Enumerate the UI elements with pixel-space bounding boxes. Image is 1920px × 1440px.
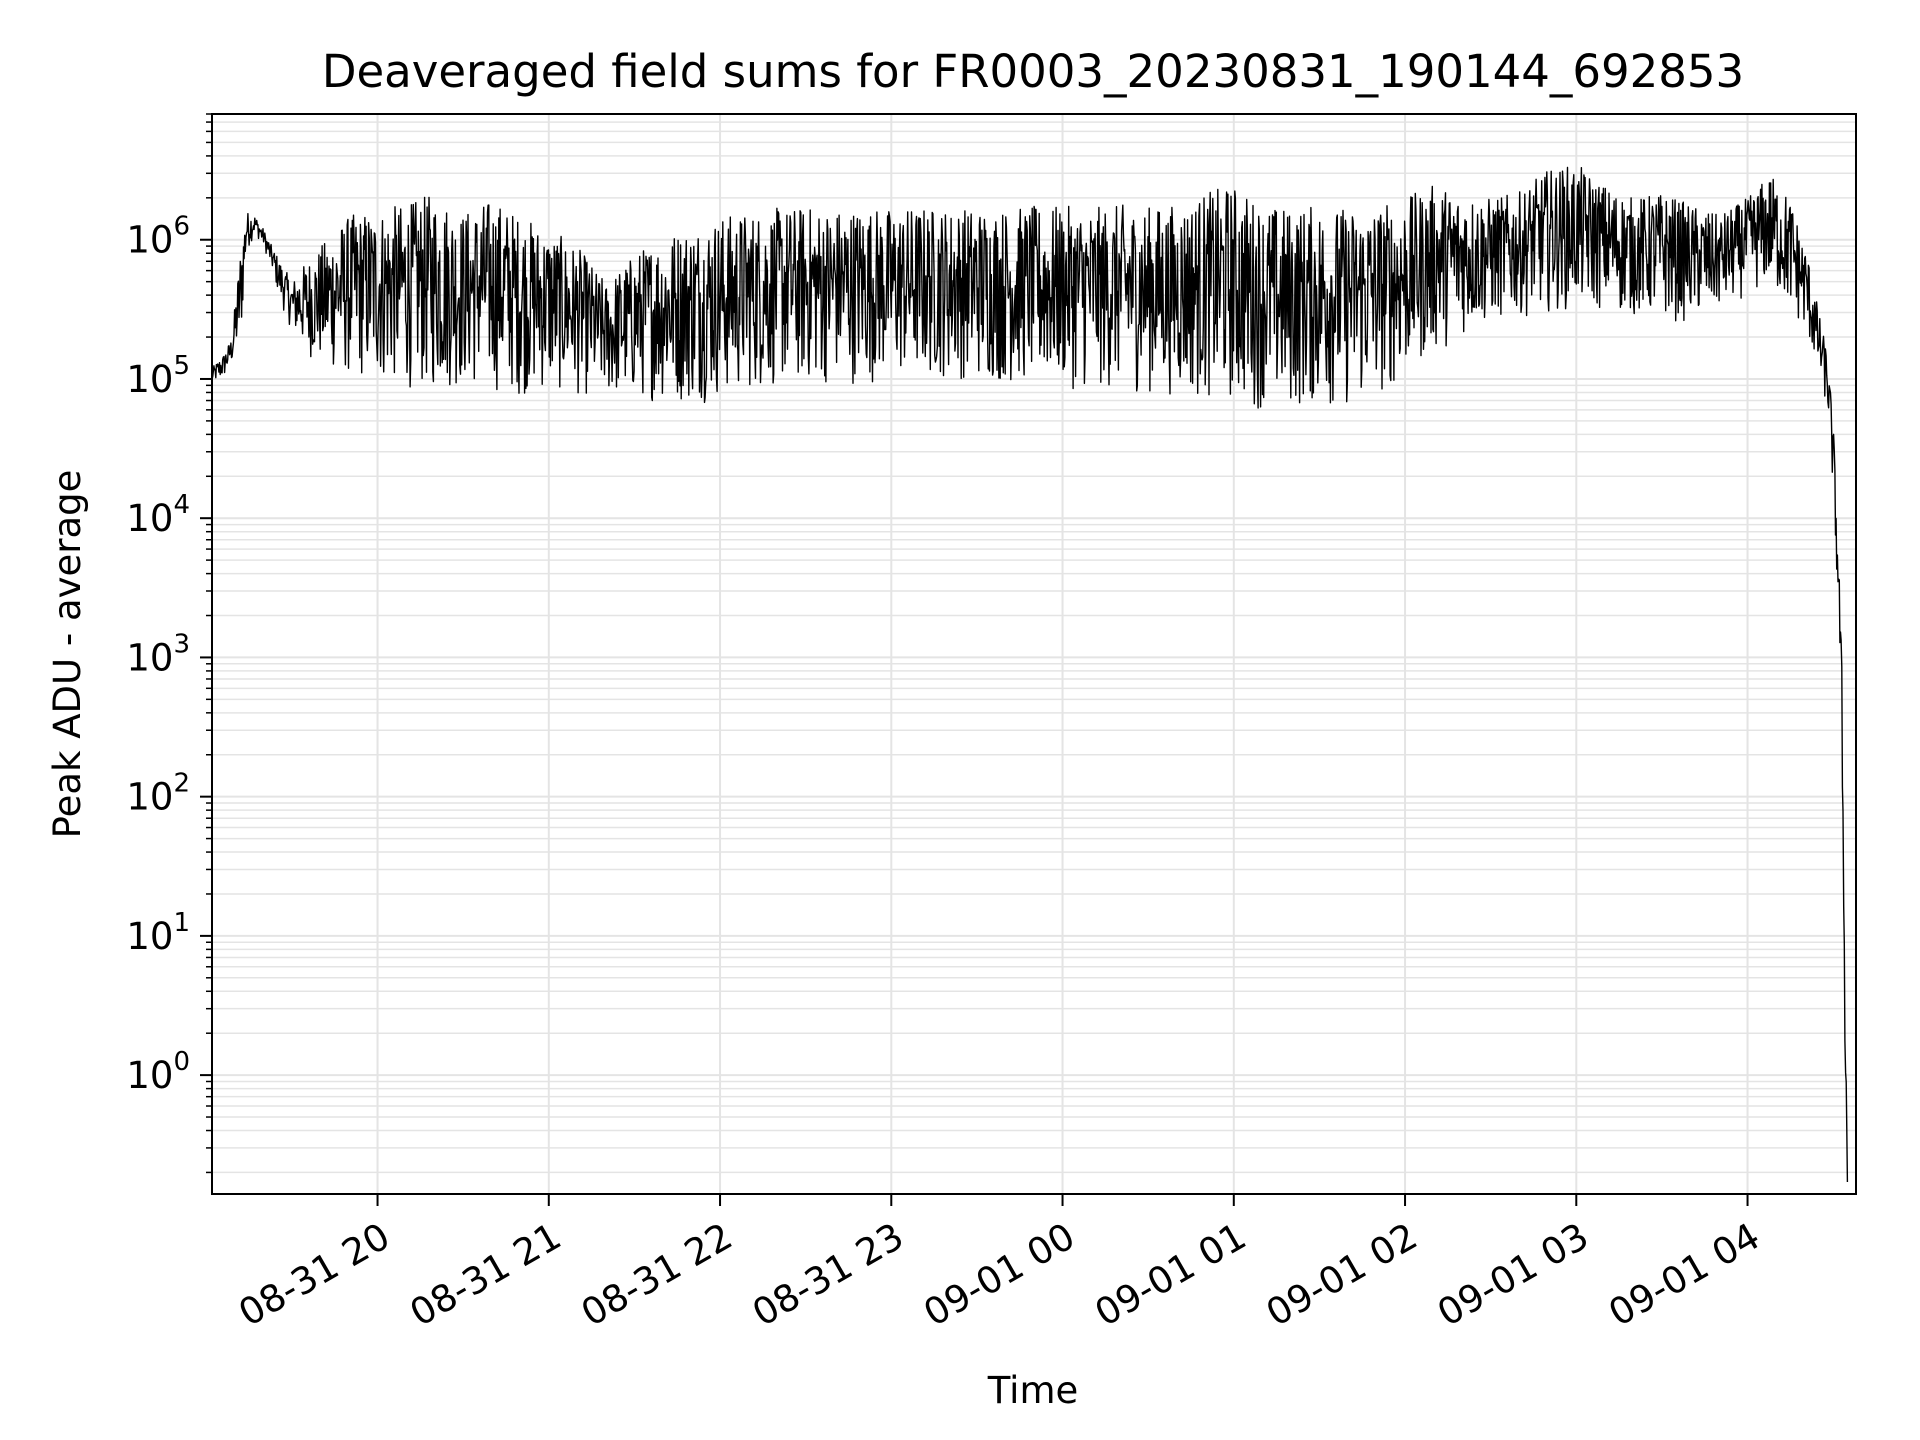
plot-area [211,166,1849,1183]
y-tick-label: 102 [126,769,190,819]
chart-title: Deaveraged field sums for FR0003_2023083… [322,45,1744,98]
y-tick-label: 103 [126,629,190,679]
series-line [211,166,1849,1183]
y-tick-label: 104 [126,490,190,540]
x-axis-label: Time [987,1369,1079,1412]
y-tick-label: 106 [126,212,190,262]
y-tick-label: 105 [126,351,190,401]
y-tick-label: 101 [126,908,190,958]
y-axis-label: Peak ADU - average [46,470,89,839]
axes-frame [211,113,1857,1195]
y-tick-label: 100 [126,1047,190,1097]
